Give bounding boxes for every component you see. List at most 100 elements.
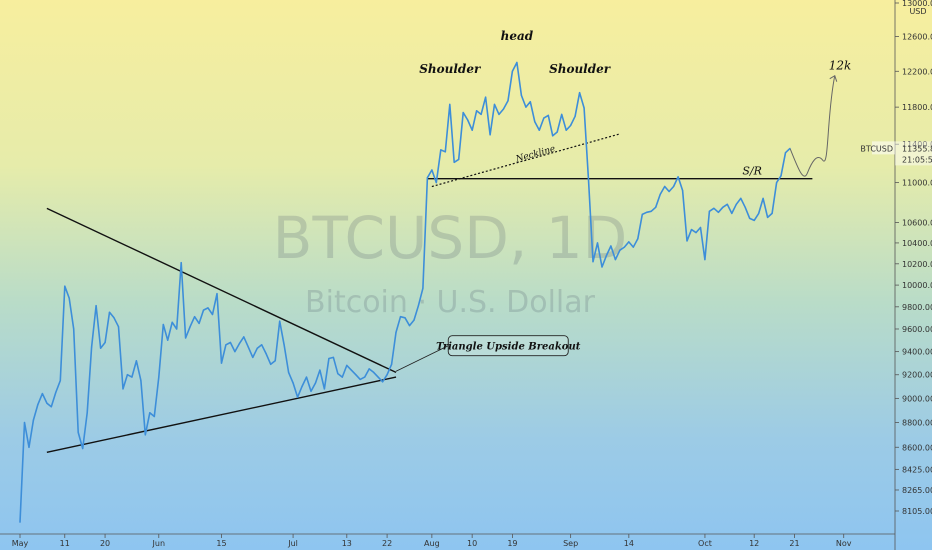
neckline bbox=[431, 133, 621, 188]
last-price-symbol-box bbox=[872, 141, 895, 155]
price-point bbox=[726, 203, 728, 205]
price-point bbox=[502, 108, 505, 110]
triangle-trendline bbox=[46, 376, 397, 453]
price-point bbox=[659, 193, 661, 195]
shoulder-label: Shoulder bbox=[419, 62, 482, 76]
price-point bbox=[68, 297, 70, 299]
projection-target-label: 12k bbox=[829, 59, 852, 73]
callout-pointer bbox=[395, 345, 449, 372]
price-point bbox=[301, 385, 303, 388]
price-point bbox=[100, 347, 102, 349]
price-point bbox=[131, 376, 133, 378]
bar-countdown: 21:05:50 bbox=[902, 155, 932, 164]
price-point bbox=[73, 328, 75, 330]
price-point bbox=[753, 219, 755, 221]
price-point bbox=[623, 246, 626, 248]
price-point bbox=[561, 113, 563, 115]
time-tick-label: 14 bbox=[624, 539, 634, 548]
price-point bbox=[391, 363, 393, 365]
price-tick-label: 8425.00 bbox=[902, 465, 932, 474]
price-point bbox=[579, 92, 581, 94]
price-tick-label: 8105.00 bbox=[902, 507, 932, 516]
price-point bbox=[140, 380, 142, 382]
price-point bbox=[552, 135, 554, 137]
price-point bbox=[431, 169, 433, 171]
price-point bbox=[610, 245, 612, 247]
price-point bbox=[507, 100, 509, 102]
price-point bbox=[740, 197, 742, 199]
price-point bbox=[238, 343, 240, 345]
price-point bbox=[449, 103, 451, 105]
watermark-name: Bitcoin · U.S. Dollar bbox=[305, 285, 596, 320]
time-tick-label: 15 bbox=[216, 539, 226, 548]
price-point bbox=[538, 129, 540, 131]
price-point bbox=[167, 339, 169, 341]
price-point bbox=[211, 313, 214, 316]
price-point bbox=[668, 190, 670, 193]
price-point bbox=[59, 380, 61, 382]
price-point bbox=[341, 376, 343, 378]
price-axis[interactable]: USD 13000.00 12600.00 12200.00 11800.00 1140… bbox=[894, 0, 932, 550]
time-tick-label: Aug bbox=[424, 539, 440, 548]
last-price-symbol: BTCUSD bbox=[860, 144, 893, 153]
price-tick-label: 11400.00 bbox=[902, 140, 932, 149]
price-point bbox=[570, 124, 572, 127]
price-point bbox=[762, 197, 764, 199]
price-point bbox=[632, 246, 634, 248]
price-point bbox=[243, 336, 245, 338]
price-point bbox=[328, 357, 330, 360]
price-point bbox=[104, 341, 106, 344]
price-point bbox=[216, 293, 218, 295]
callout-box bbox=[447, 335, 569, 357]
price-point bbox=[220, 362, 223, 364]
price-tick-label: 9600.00 bbox=[902, 325, 932, 334]
price-tick-label: 13000.00 bbox=[902, 0, 932, 8]
last-price-box bbox=[895, 141, 932, 166]
price-point bbox=[256, 347, 258, 349]
price-point bbox=[149, 412, 151, 414]
price-point bbox=[641, 213, 643, 215]
price-point bbox=[574, 115, 576, 117]
price-point bbox=[605, 254, 608, 256]
price-point bbox=[86, 412, 88, 414]
triangle-breakout-label: Triangle Upside Breakout bbox=[436, 342, 581, 353]
price-point bbox=[297, 396, 299, 398]
price-series-layer bbox=[19, 61, 791, 523]
time-tick-label: 12 bbox=[749, 539, 759, 548]
price-point bbox=[699, 226, 702, 229]
price-point bbox=[314, 382, 317, 384]
time-axis[interactable]: May 11 20 Jun 15 Jul 13 22 Aug 10 19 Sep 14 Oct 12 21 No… bbox=[0, 533, 895, 548]
price-point bbox=[547, 114, 549, 116]
price-point bbox=[780, 175, 782, 177]
price-tick-label: 9200.00 bbox=[902, 371, 932, 380]
price-point bbox=[476, 110, 478, 112]
price-point bbox=[180, 262, 182, 264]
price-point bbox=[601, 266, 603, 268]
price-point bbox=[435, 182, 437, 184]
price-tick-label: 11000.00 bbox=[902, 179, 932, 188]
price-point bbox=[346, 364, 348, 366]
price-point bbox=[565, 129, 567, 131]
price-point bbox=[690, 229, 693, 231]
price-point bbox=[749, 217, 751, 219]
price-point bbox=[113, 317, 115, 319]
price-point bbox=[722, 206, 724, 208]
price-point bbox=[628, 241, 630, 243]
last-price-tag: BTCUSD 11355.83 21:05:50 bbox=[860, 141, 932, 166]
price-point bbox=[677, 176, 679, 178]
currency-label: USD bbox=[909, 7, 926, 16]
price-point bbox=[619, 249, 621, 251]
price-point bbox=[198, 322, 200, 324]
price-point bbox=[225, 344, 227, 346]
price-point bbox=[713, 207, 715, 209]
price-point bbox=[162, 323, 164, 326]
time-tick-label: Sep bbox=[563, 539, 578, 548]
price-point bbox=[673, 185, 675, 188]
price-point bbox=[592, 261, 594, 263]
price-point bbox=[176, 328, 178, 330]
price-point bbox=[646, 211, 648, 213]
price-point bbox=[543, 117, 545, 119]
price-point bbox=[596, 242, 599, 244]
price-point bbox=[37, 403, 39, 405]
price-point bbox=[252, 356, 254, 358]
